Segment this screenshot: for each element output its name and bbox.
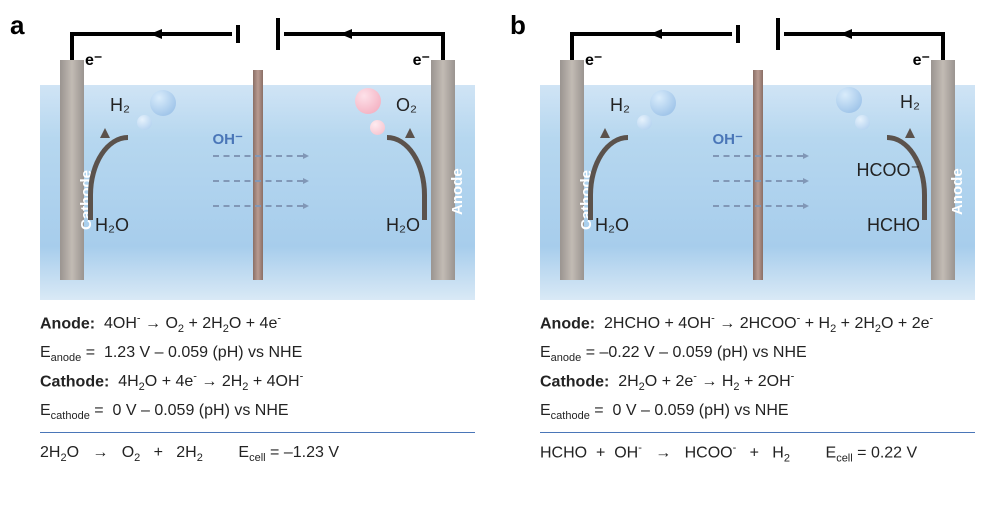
dash-arrow	[713, 155, 803, 157]
h2-label: H₂	[610, 95, 630, 116]
cathode-eq: 2H2O + 2e- → H2 + 2OH-	[618, 373, 794, 390]
membrane	[753, 70, 763, 280]
h2o-label: H₂O	[595, 215, 629, 236]
equations-b: Anode: 2HCHO + 4OH- → 2HCOO- + H2 + 2H2O…	[540, 310, 975, 468]
bubble-icon	[355, 88, 381, 114]
e-cathode: Ecathode = 0 V – 0.059 (pH) vs NHE	[40, 397, 475, 426]
panel-a-label: a	[10, 10, 24, 41]
h2-label: H₂	[110, 95, 130, 116]
e-minus: e⁻	[913, 50, 930, 70]
e-anode: Eanode = –0.22 V – 0.059 (pH) vs NHE	[540, 339, 975, 368]
e-minus: e⁻	[85, 50, 102, 70]
anode-electrode: Anode	[431, 60, 455, 280]
bubble-icon	[836, 87, 862, 113]
anode-label: Anode	[449, 168, 466, 215]
cathode-eq: 4H2O + 4e- → 2H2 + 4OH-	[118, 373, 303, 390]
dash-arrow	[713, 205, 803, 207]
anode-eq-label: Anode:	[40, 315, 95, 332]
bubble-icon	[637, 115, 652, 130]
panel-b: b e⁻ e⁻ Cathode Anode OH⁻	[500, 0, 1000, 468]
anode-electrode: Anode	[931, 60, 955, 280]
cell-a: e⁻ e⁻ Cathode Anode OH⁻ H₂ H	[40, 20, 475, 300]
h2o-label: H₂O	[386, 215, 420, 236]
dash-arrow	[213, 180, 303, 182]
anode-eq: 2HCHO + 4OH- → 2HCOO- + H2 + 2H2O + 2e-	[604, 315, 933, 332]
h2-label: H₂	[900, 92, 920, 113]
o2-label: O₂	[396, 95, 417, 116]
panel-a: a e⁻ e⁻ Cathode Anode	[0, 0, 500, 468]
cathode-eq-label: Cathode:	[540, 373, 609, 390]
membrane	[253, 70, 263, 280]
cathode-eq-label: Cathode:	[40, 373, 109, 390]
dash-arrow	[213, 205, 303, 207]
panel-b-label: b	[510, 10, 526, 41]
separator	[540, 432, 975, 433]
oh-label: OH⁻	[213, 130, 243, 148]
e-anode: Eanode = 1.23 V – 0.059 (pH) vs NHE	[40, 339, 475, 368]
bubble-icon	[855, 115, 870, 130]
separator	[40, 432, 475, 433]
anode-label: Anode	[949, 168, 966, 215]
bubble-icon	[137, 115, 152, 130]
bubble-icon	[650, 90, 676, 116]
e-minus: e⁻	[585, 50, 602, 70]
e-cathode: Ecathode = 0 V – 0.059 (pH) vs NHE	[540, 397, 975, 426]
equations-a: Anode: 4OH- → O2 + 2H2O + 4e- Eanode = 1…	[40, 310, 475, 468]
cathode-electrode: Cathode	[560, 60, 584, 280]
anode-eq-label: Anode:	[540, 315, 595, 332]
overall-eq: 2H2O → O2 + 2H2 Ecell = –1.23 V	[40, 439, 475, 468]
e-minus: e⁻	[413, 50, 430, 70]
hcho-label: HCHO	[867, 215, 920, 236]
h2o-label: H₂O	[95, 215, 129, 236]
dash-arrow	[213, 155, 303, 157]
cell-b: e⁻ e⁻ Cathode Anode OH⁻ H₂ H₂O H₂ HCOO⁻ …	[540, 20, 975, 300]
oh-label: OH⁻	[713, 130, 743, 148]
bubble-icon	[370, 120, 385, 135]
hcoo-label: HCOO⁻	[856, 160, 920, 181]
cathode-electrode: Cathode	[60, 60, 84, 280]
bubble-icon	[150, 90, 176, 116]
dash-arrow	[713, 180, 803, 182]
overall-eq: HCHO + OH- → HCOO- + H2 Ecell = 0.22 V	[540, 439, 975, 468]
anode-eq: 4OH- → O2 + 2H2O + 4e-	[104, 315, 281, 332]
